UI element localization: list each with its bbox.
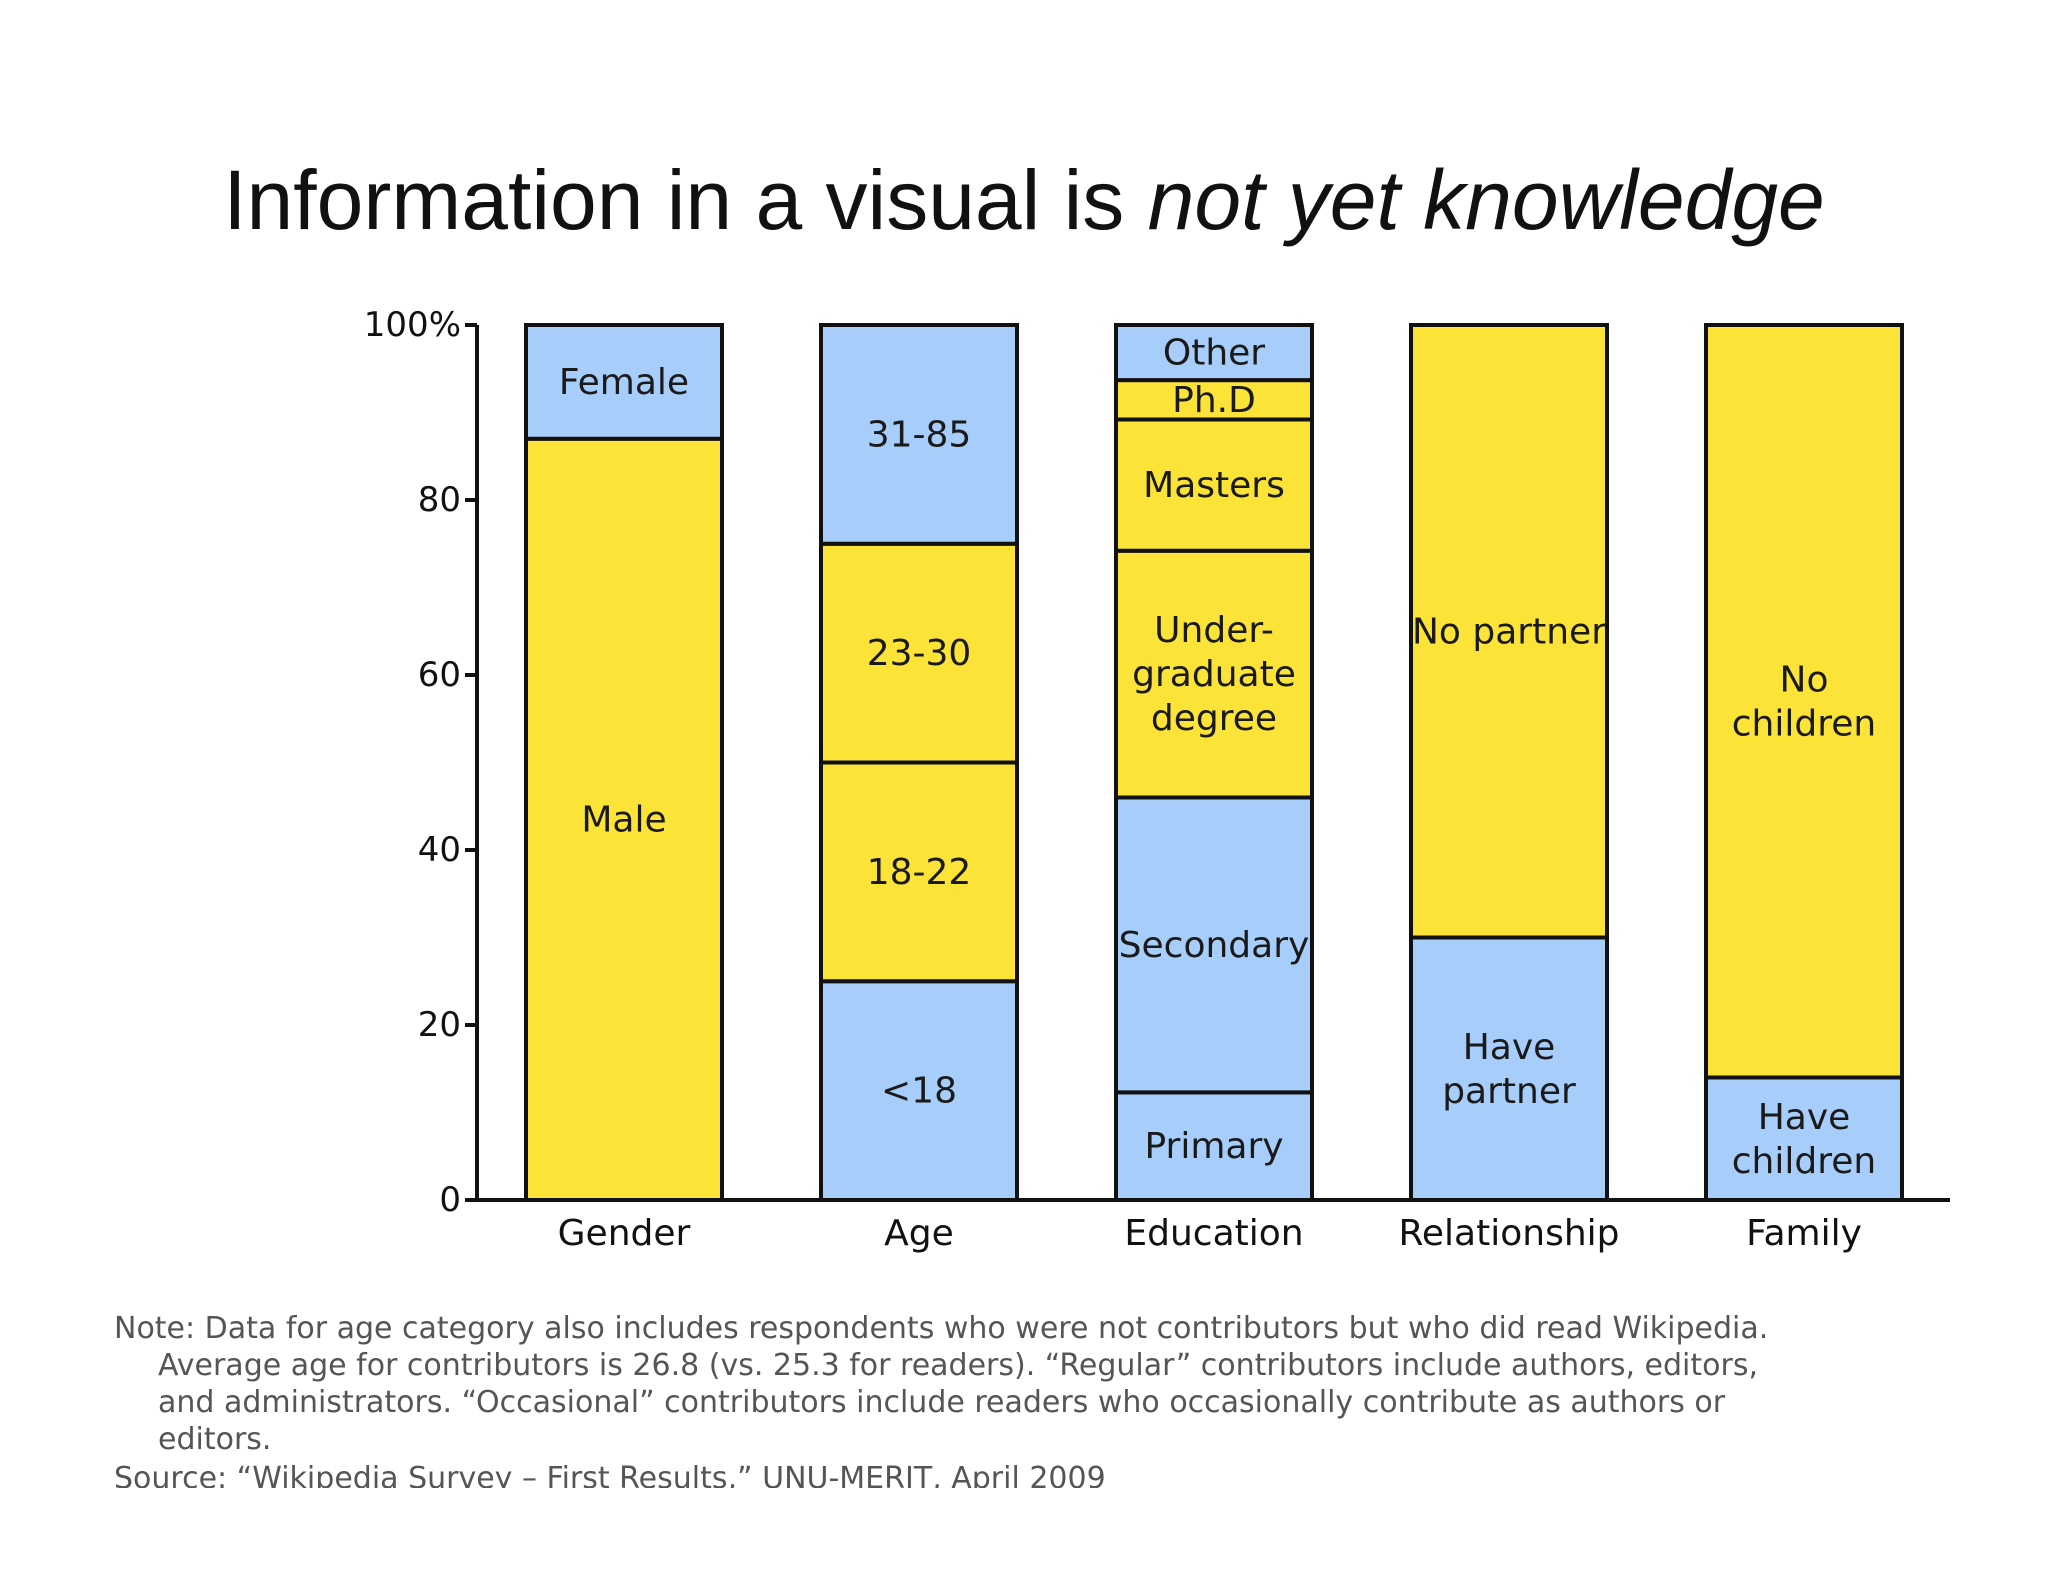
- segment-label-relationship-0: Have partner: [1442, 1026, 1576, 1111]
- x-tick-label-relationship: Relationship: [1399, 1213, 1620, 1254]
- segment-label-education-2: Under-graduate degree: [1132, 610, 1296, 739]
- bar-segment-education-1: [1114, 795, 1314, 1095]
- bar-segment-education-0: [1114, 1090, 1314, 1202]
- segment-label-gender-1: Female: [559, 361, 689, 402]
- segment-label-education-4: Ph.D: [1172, 379, 1256, 420]
- segment-label-gender-0: Male: [581, 799, 666, 840]
- y-tick-label-40: 40: [418, 830, 461, 870]
- segment-label-education-1: Secondary: [1119, 924, 1310, 965]
- segment-label-relationship-1: No partner: [1412, 611, 1606, 652]
- axis-layer: Gender Age Education Relationship Family 0 20 4…: [364, 305, 1950, 1254]
- bar-segment-gender-1: [524, 323, 724, 441]
- slide-title: Information in a visual is not yet knowl…: [0, 150, 2048, 250]
- title-plain: Information in a visual is: [223, 153, 1148, 247]
- title-emphasis: not yet knowledge: [1147, 153, 1825, 247]
- segment-label-age-1: 18-22: [867, 851, 972, 892]
- x-tick-label-education: Education: [1124, 1213, 1303, 1254]
- bar-segment-education-5: [1114, 323, 1314, 383]
- bar-segment-relationship-1: [1409, 323, 1609, 940]
- bars-layer: Male Female <18 18-22 23-30 31-85 Primary Secon…: [524, 323, 1904, 1202]
- segment-label-education-3: Masters: [1143, 465, 1285, 506]
- bar-segment-family-0: [1704, 1075, 1904, 1202]
- segment-label-family-0: Have children: [1732, 1096, 1876, 1181]
- segment-label-age-0: <18: [881, 1070, 957, 1111]
- y-tick-label-60: 60: [418, 655, 461, 695]
- bar-segment-age-3: [819, 323, 1019, 546]
- segment-label-education-5: Other: [1163, 332, 1265, 373]
- bar-segment-relationship-0: [1409, 935, 1609, 1202]
- x-tick-label-family: Family: [1746, 1213, 1862, 1254]
- bar-segment-family-1: [1704, 323, 1904, 1080]
- segment-label-age-3: 31-85: [867, 414, 972, 455]
- bar-segment-education-3: [1114, 417, 1314, 553]
- segment-label-education-0: Primary: [1144, 1126, 1283, 1167]
- y-tick-label-0: 0: [439, 1180, 461, 1220]
- y-tick-label-80: 80: [418, 480, 461, 520]
- footnote-source-clip: Source: “Wikipedia Survey – First Result…: [114, 1458, 1794, 1488]
- segment-label-family-1: No children: [1732, 659, 1876, 744]
- segment-label-age-2: 23-30: [867, 633, 972, 674]
- bar-segment-age-1: [819, 760, 1019, 984]
- y-tick-label-20: 20: [418, 1005, 461, 1045]
- y-tick-label-100: 100%: [364, 305, 461, 345]
- x-tick-label-gender: Gender: [558, 1213, 691, 1254]
- x-tick-label-age: Age: [884, 1213, 954, 1254]
- footnote-source: Source: “Wikipedia Survey – First Result…: [114, 1461, 1106, 1488]
- bar-segment-education-2: [1114, 548, 1314, 800]
- footnote: Note: Data for age category also include…: [114, 1310, 1794, 1488]
- bar-segment-education-4: [1114, 378, 1314, 422]
- bar-segment-age-2: [819, 541, 1019, 765]
- footnote-note: Note: Data for age category also include…: [114, 1311, 1769, 1457]
